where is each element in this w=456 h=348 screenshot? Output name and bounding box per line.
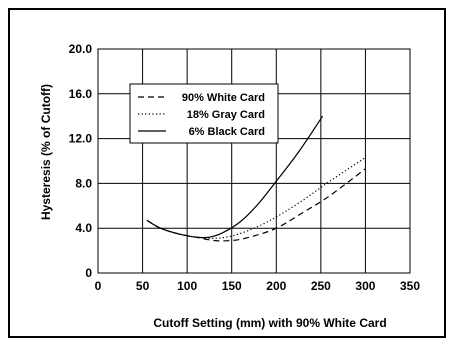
legend: 90% White Card 18% Gray Card 6% Black Ca… (129, 83, 279, 144)
x-tick-label: 200 (266, 279, 286, 293)
x-tick-label: 150 (222, 279, 242, 293)
legend-label-gray: 18% Gray Card (187, 109, 265, 121)
y-tick-label: 0 (85, 266, 92, 280)
series-line-18-gray-card (146, 157, 366, 239)
series-layer (146, 115, 366, 242)
y-tick-labels: 0 4.0 8.0 12.0 16.0 20.0 (69, 42, 93, 280)
y-axis-title: Hysteresis (% of Cutoff) (39, 84, 53, 220)
chart-frame: 0 50 100 150 200 250 300 350 0 4.0 8.0 12.0 16.0 20.… (8, 8, 446, 338)
x-tick-label: 350 (400, 279, 420, 293)
hysteresis-chart: 0 50 100 150 200 250 300 350 0 4.0 8.0 12.0 16.0 20.… (39, 42, 421, 330)
x-tick-label: 300 (355, 279, 375, 293)
x-tick-label: 50 (136, 279, 150, 293)
grid (98, 49, 410, 273)
y-tick-label: 8.0 (75, 176, 92, 190)
x-tick-label: 0 (95, 279, 102, 293)
plot-border (97, 48, 411, 274)
series-line-90-white-card (146, 168, 366, 242)
x-tick-label: 250 (311, 279, 331, 293)
y-tick-label: 4.0 (75, 221, 92, 235)
y-tick-label: 20.0 (69, 42, 93, 56)
legend-label-black: 6% Black Card (189, 126, 265, 138)
x-tick-label: 100 (177, 279, 197, 293)
x-tick-labels: 0 50 100 150 200 250 300 350 (95, 279, 421, 293)
y-tick-label: 12.0 (69, 132, 93, 146)
legend-label-white: 90% White Card (182, 92, 265, 104)
x-axis-title: Cutoff Setting (mm) with 90% White Card (153, 316, 386, 330)
legend-box (129, 83, 279, 144)
series-line-6-black-card (146, 115, 324, 239)
y-tick-label: 16.0 (69, 87, 93, 101)
